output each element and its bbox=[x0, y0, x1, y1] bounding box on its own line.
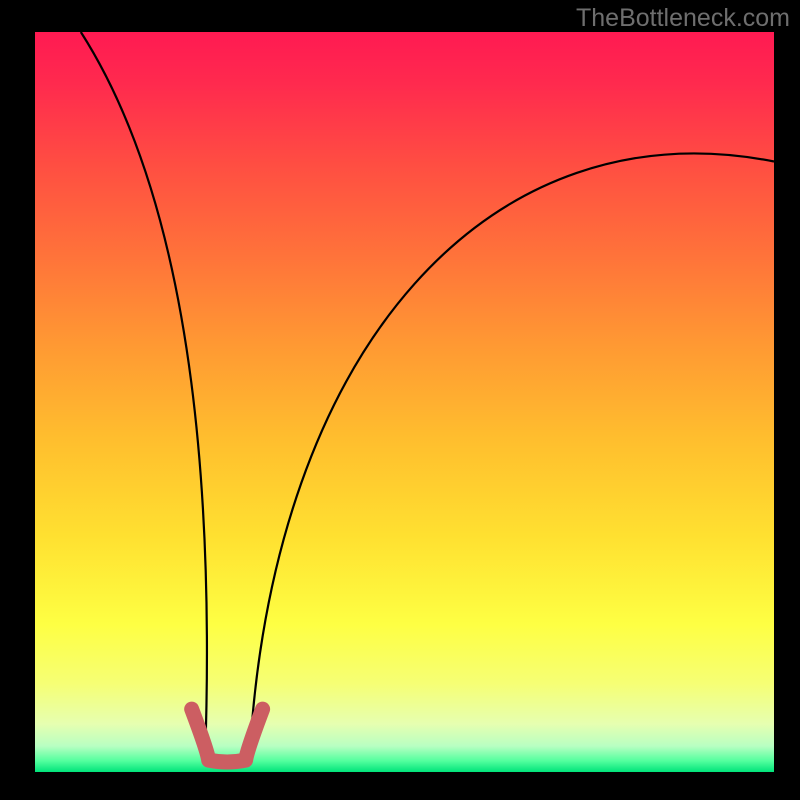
bottleneck-curve-svg bbox=[0, 0, 800, 800]
bottleneck-valley-highlight bbox=[192, 709, 263, 762]
watermark-text: TheBottleneck.com bbox=[576, 4, 790, 33]
bottleneck-curve bbox=[81, 32, 774, 763]
chart-frame: TheBottleneck.com bbox=[0, 0, 800, 800]
